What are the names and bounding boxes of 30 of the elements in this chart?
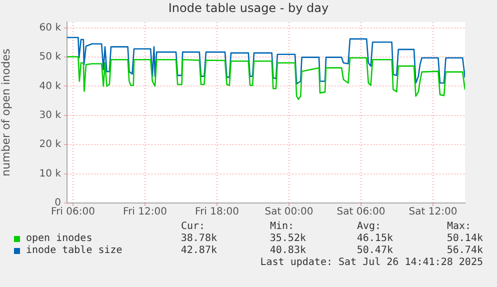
text: 50.47k xyxy=(356,245,393,256)
text: 46.15k xyxy=(356,233,393,244)
text: Avg: xyxy=(357,221,382,232)
text: Min: xyxy=(270,221,294,232)
y-axis-title: number of open inodes xyxy=(0,48,12,176)
y-tick-label: 40 k xyxy=(39,80,62,92)
text: 56.74k xyxy=(446,245,483,256)
chart-title: Inode table usage - by day xyxy=(167,1,330,15)
y-tick-label: 10 k xyxy=(39,168,62,180)
text: 40.83k xyxy=(270,245,306,256)
text: Cur: xyxy=(181,221,206,232)
y-tick-label: 60 k xyxy=(39,22,62,34)
x-tick-label: Fri 18:00 xyxy=(195,206,239,218)
y-tick-label: 20 k xyxy=(39,139,62,150)
text: 42.87k xyxy=(180,245,217,256)
x-tick-label: Fri 06:00 xyxy=(51,206,95,218)
y-tick-label: 0 xyxy=(54,198,61,209)
x-tick-label: Sat 12:00 xyxy=(408,206,458,218)
text: 35.52k xyxy=(270,233,306,244)
text: 38.78k xyxy=(180,233,217,244)
x-tick-label: Sat 00:00 xyxy=(264,206,314,218)
x-tick-label: Sat 06:00 xyxy=(336,206,386,218)
text: Last update: Sat Jul 26 14:41:28 2025 xyxy=(260,257,483,268)
y-tick-label: 30 k xyxy=(39,110,62,122)
text: Max: xyxy=(447,221,472,232)
text: 50.14k xyxy=(446,233,483,244)
legend-label: open inodes xyxy=(26,233,92,244)
legend-label: inode table size xyxy=(26,245,122,256)
y-tick-label: 50 k xyxy=(39,52,62,63)
x-tick-label: Fri 12:00 xyxy=(123,206,167,218)
